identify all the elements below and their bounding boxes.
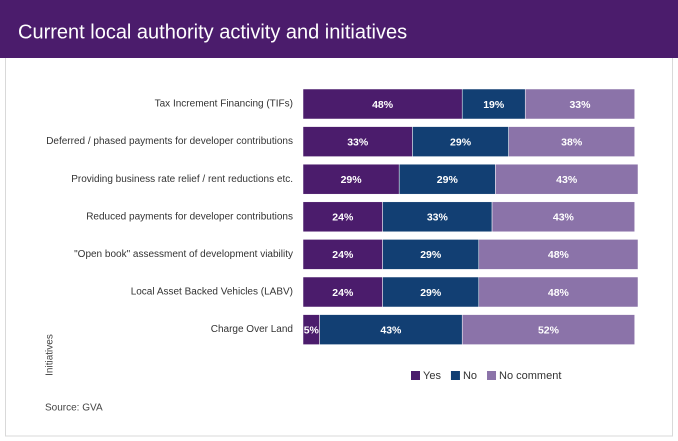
value-label: 43% xyxy=(553,212,575,224)
value-label: 33% xyxy=(569,99,591,111)
y-tick-label: Deferred / phased payments for developer… xyxy=(46,136,293,147)
bar-segment xyxy=(461,88,526,120)
bar-segment xyxy=(319,314,463,345)
value-label: 43% xyxy=(556,174,578,186)
bar-segment xyxy=(491,201,635,233)
y-tick-label: "Open book" assessment of development vi… xyxy=(74,249,293,260)
bar-segment xyxy=(495,163,639,195)
legend-label: No xyxy=(463,370,477,382)
value-label: 33% xyxy=(347,136,369,148)
source-note: Source: GVA xyxy=(45,403,103,414)
value-label: 48% xyxy=(372,99,394,111)
header-bar xyxy=(0,0,678,58)
value-label: 5% xyxy=(304,324,320,336)
bar-segment xyxy=(302,276,383,308)
value-label: 48% xyxy=(548,287,570,299)
y-tick-label: Charge Over Land xyxy=(211,324,293,335)
value-label: 29% xyxy=(341,174,363,186)
bar-segment xyxy=(508,126,635,157)
y-tick-label: Local Asset Backed Vehicles (LABV) xyxy=(131,287,293,298)
bar-segment xyxy=(382,239,480,270)
chart-title: Current local authority activity and ini… xyxy=(18,21,407,43)
bar-segment xyxy=(478,276,639,308)
value-label: 24% xyxy=(332,287,354,299)
y-tick-label: Reduced payments for developer contribut… xyxy=(86,211,293,222)
value-label: 29% xyxy=(437,174,459,186)
legend-label: No comment xyxy=(499,370,561,382)
y-tick-label: Providing business rate relief / rent re… xyxy=(71,174,293,185)
bar-segment xyxy=(382,201,493,233)
legend-label: Yes xyxy=(423,370,441,382)
bar-segment xyxy=(398,163,496,195)
value-label: 24% xyxy=(332,212,354,224)
y-tick-label: Tax Increment Financing (TIFs) xyxy=(155,99,293,110)
value-label: 29% xyxy=(450,136,472,148)
y-axis-label: Initiatives xyxy=(45,334,56,376)
legend-swatch xyxy=(411,371,420,380)
bar-segment xyxy=(302,88,463,120)
value-label: 29% xyxy=(420,249,442,261)
bar-segment xyxy=(302,239,383,270)
bar-segment xyxy=(412,126,509,157)
legend-swatch xyxy=(450,371,460,380)
bar-segment xyxy=(478,239,639,270)
bar-segment xyxy=(302,201,383,233)
legend-swatch xyxy=(487,371,497,380)
value-label: 33% xyxy=(427,212,449,224)
value-label: 38% xyxy=(561,136,583,148)
value-label: 52% xyxy=(538,324,560,336)
value-label: 24% xyxy=(332,249,354,261)
bar-segment xyxy=(461,314,635,345)
value-label: 19% xyxy=(483,99,505,111)
value-label: 43% xyxy=(380,324,402,336)
bar-segment xyxy=(382,276,480,308)
bar-segment xyxy=(302,126,413,157)
bar-segment xyxy=(302,163,400,195)
value-label: 29% xyxy=(420,287,442,299)
value-label: 48% xyxy=(548,249,570,261)
bar-segment xyxy=(524,88,635,120)
